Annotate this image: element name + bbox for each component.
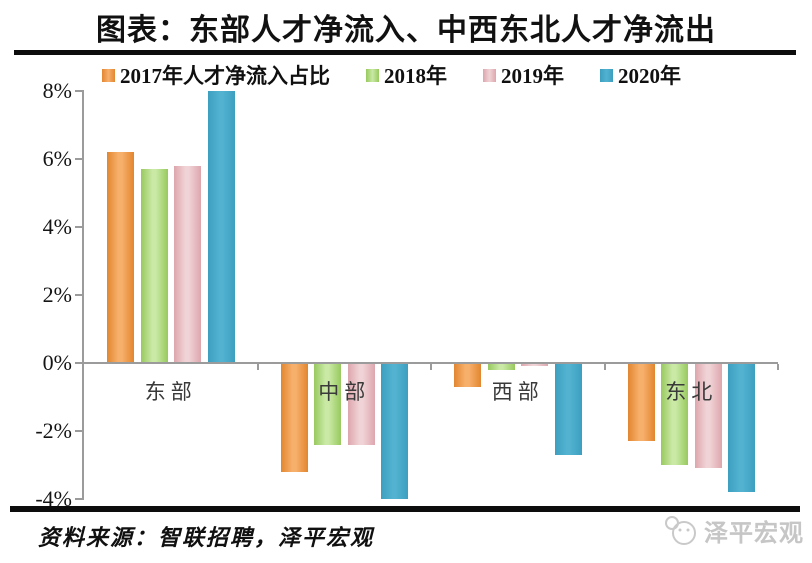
legend-label: 2019年 — [501, 64, 564, 88]
y-tick — [75, 498, 82, 500]
bar-东北-2018年 — [661, 363, 688, 465]
zeping-logo-icon — [665, 515, 696, 545]
bar-中部-2020年 — [381, 363, 408, 499]
bar-东北-2017年人才净流入占比 — [627, 363, 655, 442]
bar-东部-2020年 — [207, 91, 235, 363]
y-tick — [75, 226, 82, 228]
bar-中部-2019年 — [347, 363, 375, 445]
chart-legend: 2017年人才净流入占比 2018年 2019年 2020年 — [102, 60, 681, 90]
y-tick — [75, 362, 82, 364]
bar-东部-2018年 — [140, 169, 168, 363]
legend-item-0: 2017年人才净流入占比 — [102, 60, 330, 90]
plot-area: 东部 中部 西部 东北 — [84, 91, 778, 499]
bar-东北-2020年 — [728, 363, 755, 493]
y-tick — [75, 294, 82, 296]
y-tick-label: 8% — [42, 78, 72, 103]
x-tick — [430, 364, 432, 370]
source-note: 资料来源：智联招聘，泽平宏观 — [38, 525, 375, 550]
bar-东部-2017年人才净流入占比 — [107, 152, 134, 363]
legend-item-1: 2018年 — [366, 60, 447, 90]
bar-西部-2017年人才净流入占比 — [454, 363, 481, 387]
bar-东部-2019年 — [174, 165, 201, 363]
y-tick-label: 6% — [42, 146, 72, 171]
y-tick-label: 2% — [42, 282, 72, 307]
legend-item-2: 2019年 — [483, 60, 564, 90]
bar-西部-2019年 — [521, 363, 548, 367]
legend-label: 2018年 — [384, 64, 447, 88]
bar-西部-2020年 — [554, 363, 582, 455]
legend-item-3: 2020年 — [600, 60, 681, 90]
x-tick — [603, 364, 606, 370]
y-tick-label: 4% — [42, 214, 72, 239]
x-tick — [256, 364, 259, 370]
category-label-西部: 西部 — [491, 380, 544, 404]
watermark: 泽平宏观 — [663, 513, 804, 548]
category-label-中部: 中部 — [318, 380, 371, 404]
bar-中部-2017年人才净流入占比 — [280, 363, 308, 472]
category-label-东北: 东北 — [665, 380, 718, 404]
y-tick — [75, 90, 82, 92]
zero-line — [83, 362, 778, 364]
bar-东北-2019年 — [694, 363, 722, 469]
y-tick — [75, 430, 82, 432]
page-title: 图表：东部人才净流入、中西东北人才净流出 — [96, 14, 716, 47]
title-separator — [14, 50, 796, 55]
legend-swatch-icon — [366, 68, 379, 82]
legend-label: 2020年 — [618, 64, 681, 88]
bar-中部-2018年 — [314, 363, 341, 445]
watermark-label: 泽平宏观 — [704, 521, 804, 547]
bottom-separator — [10, 506, 800, 512]
x-tick — [777, 364, 779, 370]
legend-swatch-icon — [483, 68, 496, 82]
legend-swatch-icon — [102, 68, 115, 82]
y-axis — [82, 90, 84, 500]
y-tick — [75, 158, 82, 160]
y-tick-label: -2% — [35, 418, 72, 443]
legend-swatch-icon — [600, 68, 613, 82]
y-tick-label: 0% — [42, 350, 72, 375]
legend-label: 2017年人才净流入占比 — [120, 64, 330, 88]
bar-西部-2018年 — [487, 363, 515, 370]
category-label-东部: 东部 — [144, 380, 197, 404]
